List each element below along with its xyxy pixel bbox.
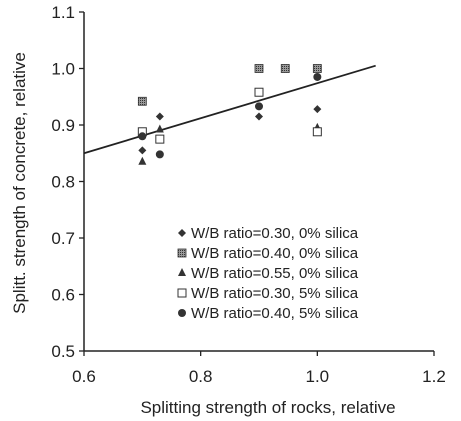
data-point xyxy=(254,64,264,73)
y-tick-label: 1.1 xyxy=(51,3,75,22)
data-point xyxy=(138,132,147,141)
x-tick-label: 0.8 xyxy=(189,367,213,386)
data-point xyxy=(312,64,322,73)
data-point xyxy=(138,156,147,165)
y-tick-label: 0.6 xyxy=(51,286,75,305)
data-point xyxy=(137,96,147,106)
legend-label: W/B ratio=0.40, 5% silica xyxy=(191,305,359,322)
data-point xyxy=(155,112,164,121)
data-point xyxy=(255,102,263,111)
y-tick-label: 0.7 xyxy=(51,229,75,248)
y-tick-label: 0.5 xyxy=(51,342,75,361)
x-axis-title: Splitting strength of rocks, relative xyxy=(140,398,395,417)
data-point xyxy=(313,105,322,114)
legend-label: W/B ratio=0.55, 0% silica xyxy=(191,265,359,282)
data-point xyxy=(312,127,322,137)
data-point xyxy=(254,87,264,97)
legend-label: W/B ratio=0.40, 0% silica xyxy=(191,245,359,262)
legend-label: W/B ratio=0.30, 5% silica xyxy=(191,285,359,302)
x-tick-label: 1.2 xyxy=(422,367,446,386)
y-axis-title: Splitt. strength of concrete, relative xyxy=(10,52,29,314)
trendline-group xyxy=(83,64,376,155)
legend-label: W/B ratio=0.30, 0% silica xyxy=(191,225,359,242)
legend-marker xyxy=(178,229,186,237)
y-tick-label: 1.0 xyxy=(51,60,75,79)
y-axis-ticks: 0.5 0.6 0.7 0.8 0.9 1.0 1.1 xyxy=(51,3,84,361)
x-tick-label: 0.6 xyxy=(72,367,96,386)
data-point xyxy=(155,134,165,144)
data-point xyxy=(155,124,164,133)
legend-marker xyxy=(178,268,186,276)
y-tick-label: 0.9 xyxy=(51,116,75,135)
data-point xyxy=(280,64,290,73)
y-tick-label: 0.8 xyxy=(51,173,75,192)
data-point xyxy=(313,72,322,81)
legend: W/B ratio=0.30, 0% silica W/B ratio=0.40,… xyxy=(177,225,359,322)
data-point xyxy=(255,112,263,121)
x-axis-ticks: 0.6 0.8 1.0 1.2 xyxy=(72,351,446,386)
x-tick-label: 1.0 xyxy=(306,367,330,386)
legend-marker xyxy=(178,309,186,317)
data-point xyxy=(138,146,147,155)
trendline xyxy=(83,64,376,155)
legend-marker xyxy=(177,288,187,298)
data-point xyxy=(155,150,164,159)
legend-marker xyxy=(177,248,187,258)
data-points xyxy=(137,64,322,165)
